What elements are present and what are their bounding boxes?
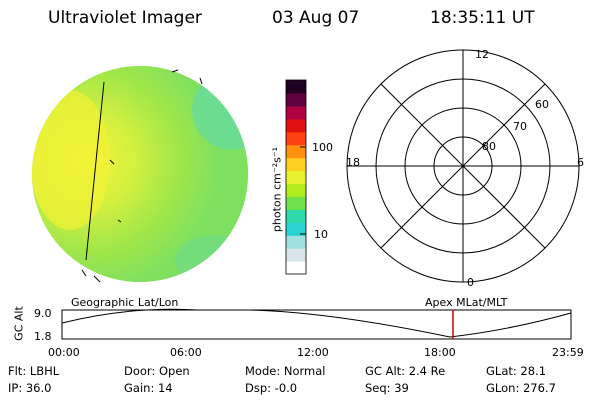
colorbar-unit-label: photon cm⁻²s⁻¹ — [270, 146, 284, 233]
tick-mark — [199, 77, 203, 85]
colorbar-segment — [286, 222, 306, 236]
timeline-x-tick: 06:00 — [170, 346, 202, 359]
lat-label-80: 80 — [482, 140, 496, 153]
colorbar-segment — [286, 261, 306, 275]
timeline-x-tick: 23:59 — [552, 346, 584, 359]
timeline-x-tick: 18:00 — [424, 346, 456, 359]
mlt-label-6: 6 — [577, 156, 584, 169]
timeline-x-tick: 12:00 — [297, 346, 329, 359]
colorbar-tick-10: 10 — [314, 228, 328, 241]
timeline-left-title: Geographic Lat/Lon — [71, 296, 179, 309]
colorbar-segment — [286, 80, 306, 94]
color-scale-bar — [286, 80, 306, 275]
door-status: Door: Open — [124, 364, 190, 378]
tick-mark — [117, 219, 122, 223]
colorbar-segment — [286, 235, 306, 249]
lat-label-60: 60 — [535, 98, 549, 111]
timeline-x-tick: 00:00 — [48, 346, 80, 359]
altitude-curve — [61, 308, 572, 338]
mlt-label-0: 0 — [467, 276, 474, 289]
timeline-y-label: GC Alt — [12, 306, 26, 341]
colorbar-segment — [286, 118, 306, 133]
timeline-frame — [61, 309, 572, 340]
tick-mark — [109, 159, 115, 165]
colorbar-tick-100: 100 — [312, 141, 333, 154]
observation-time: 18:35:11 UT — [430, 8, 535, 28]
colorbar-segment — [286, 131, 306, 146]
instrument-title: Ultraviolet Imager — [48, 8, 202, 28]
earth-disk — [32, 66, 248, 282]
lat-label-70: 70 — [513, 120, 527, 133]
colorbar-segment — [286, 144, 306, 159]
mlt-label-18: 18 — [346, 156, 360, 169]
timeline-y-tick-low: 1.8 — [34, 330, 52, 343]
colorbar-segment — [286, 92, 306, 107]
observation-date: 03 Aug 07 — [272, 8, 360, 28]
tick-mark — [171, 69, 179, 73]
colorbar-segment — [286, 157, 306, 172]
gain-value: Gain: 14 — [124, 381, 173, 395]
colorbar-segment — [286, 209, 306, 223]
timeline-right-title: Apex MLat/MLT — [425, 296, 508, 309]
polar-grid — [346, 49, 580, 283]
ip-value: IP: 36.0 — [8, 381, 52, 395]
terminator-line — [85, 81, 105, 261]
colorbar-segment — [286, 248, 306, 262]
gc-alt-value: GC Alt: 2.4 Re — [365, 364, 446, 378]
mode-value: Mode: Normal — [245, 364, 326, 378]
tick-mark — [81, 269, 87, 277]
timeline-y-tick-high: 9.0 — [34, 307, 52, 320]
colorbar-segment — [286, 196, 306, 210]
mlt-label-12: 12 — [475, 48, 489, 61]
colorbar-segment — [286, 170, 306, 185]
tick-mark — [93, 275, 101, 283]
glat-value: GLat: 28.1 — [486, 364, 547, 378]
dsp-value: Dsp: -0.0 — [245, 381, 298, 395]
colorbar-segment — [286, 183, 306, 197]
seq-value: Seq: 39 — [365, 381, 409, 395]
filter-value: Flt: LBHL — [8, 364, 60, 378]
colorbar-segment — [286, 105, 306, 120]
glon-value: GLon: 276.7 — [486, 381, 556, 395]
